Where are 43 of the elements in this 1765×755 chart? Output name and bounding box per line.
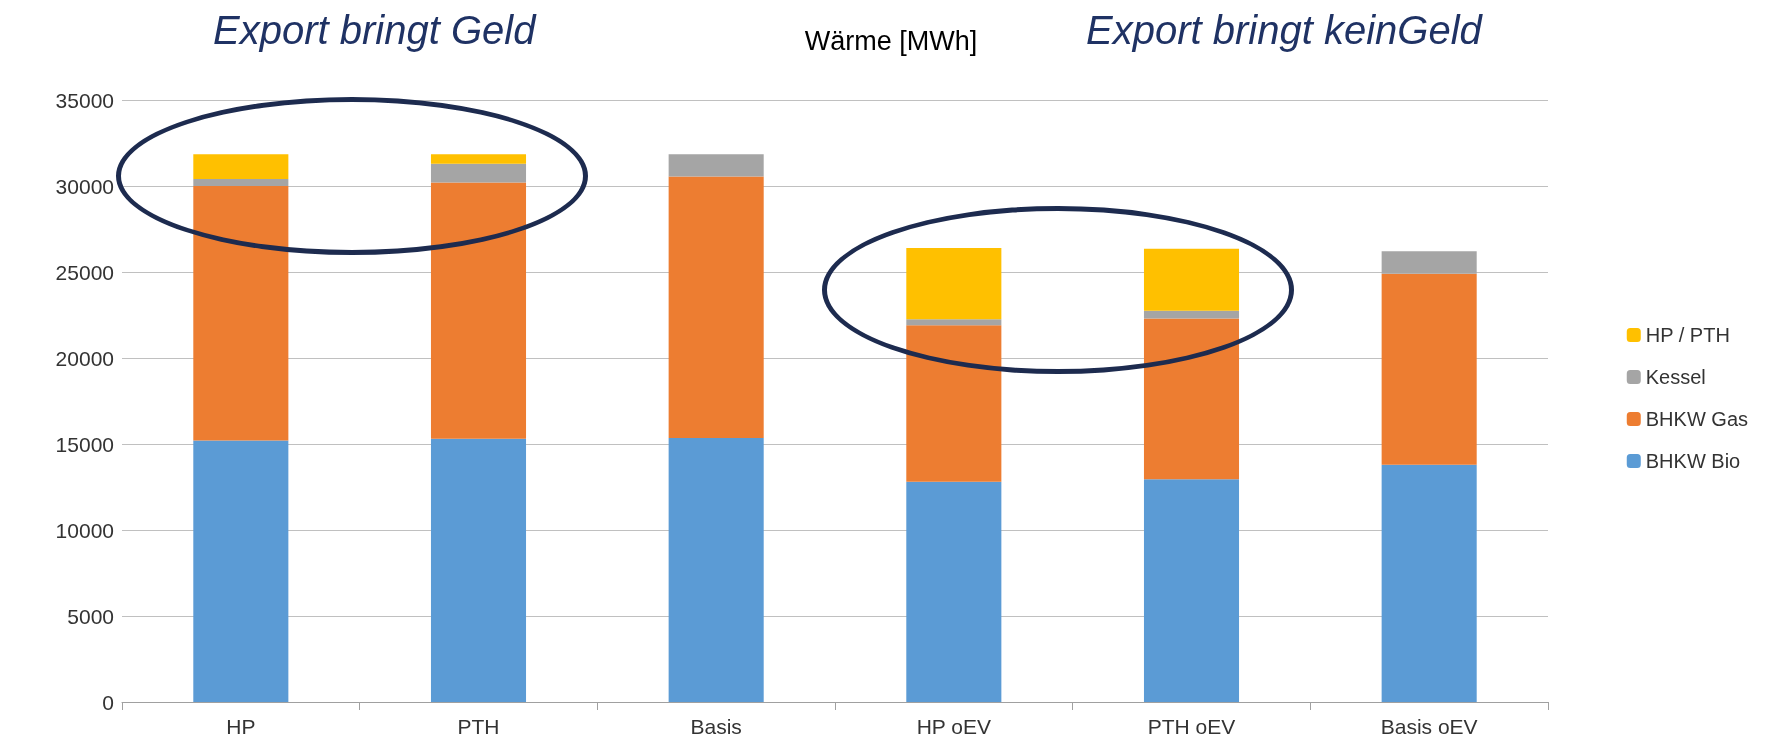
x-tick-label: PTH (457, 715, 500, 738)
bar (906, 319, 1002, 326)
y-tick-label: 15000 (55, 432, 114, 456)
y-tick-label: 5000 (67, 604, 114, 628)
bar (1381, 273, 1477, 465)
text: Export bringt Geld (213, 8, 538, 52)
bar (193, 179, 289, 186)
bar (906, 481, 1002, 702)
x-tick-label: HP oEV (916, 715, 991, 738)
legend-label: BHKW Bio (1645, 450, 1741, 472)
y-tick-label: 25000 (55, 260, 114, 284)
bar (193, 440, 289, 702)
bar (430, 163, 527, 183)
bar (430, 182, 527, 439)
legend-label: HP / PTH (1645, 324, 1730, 346)
bar (668, 154, 764, 177)
chart-title: Wärme [MWh] (804, 25, 978, 56)
bar (906, 247, 1002, 320)
bar (193, 154, 289, 180)
x-tick-label: Basis (690, 715, 742, 738)
bar (906, 325, 1002, 482)
text: Export bringt keinGeld (1086, 8, 1484, 52)
bar (1143, 310, 1240, 319)
bar (193, 186, 289, 441)
bar (430, 438, 527, 702)
y-tick-label: 30000 (55, 174, 114, 198)
x-tick-label: HP (226, 715, 256, 738)
bar (430, 154, 527, 164)
x-tick-label: Basis oEV (1380, 715, 1478, 738)
bar (1381, 464, 1477, 702)
bar (1143, 248, 1240, 311)
legend-label: Kessel (1645, 366, 1706, 388)
bar (1143, 318, 1240, 480)
bar (668, 176, 764, 438)
y-tick-label: 20000 (55, 346, 114, 370)
x-tick-label: PTH oEV (1147, 715, 1236, 738)
bar (668, 437, 764, 702)
bar (1143, 479, 1240, 702)
y-tick-label: 35000 (55, 88, 114, 112)
y-tick-label: 0 (102, 690, 114, 714)
bar (1381, 251, 1477, 274)
legend-label: BHKW Gas (1645, 408, 1749, 430)
y-tick-label: 10000 (55, 518, 114, 542)
